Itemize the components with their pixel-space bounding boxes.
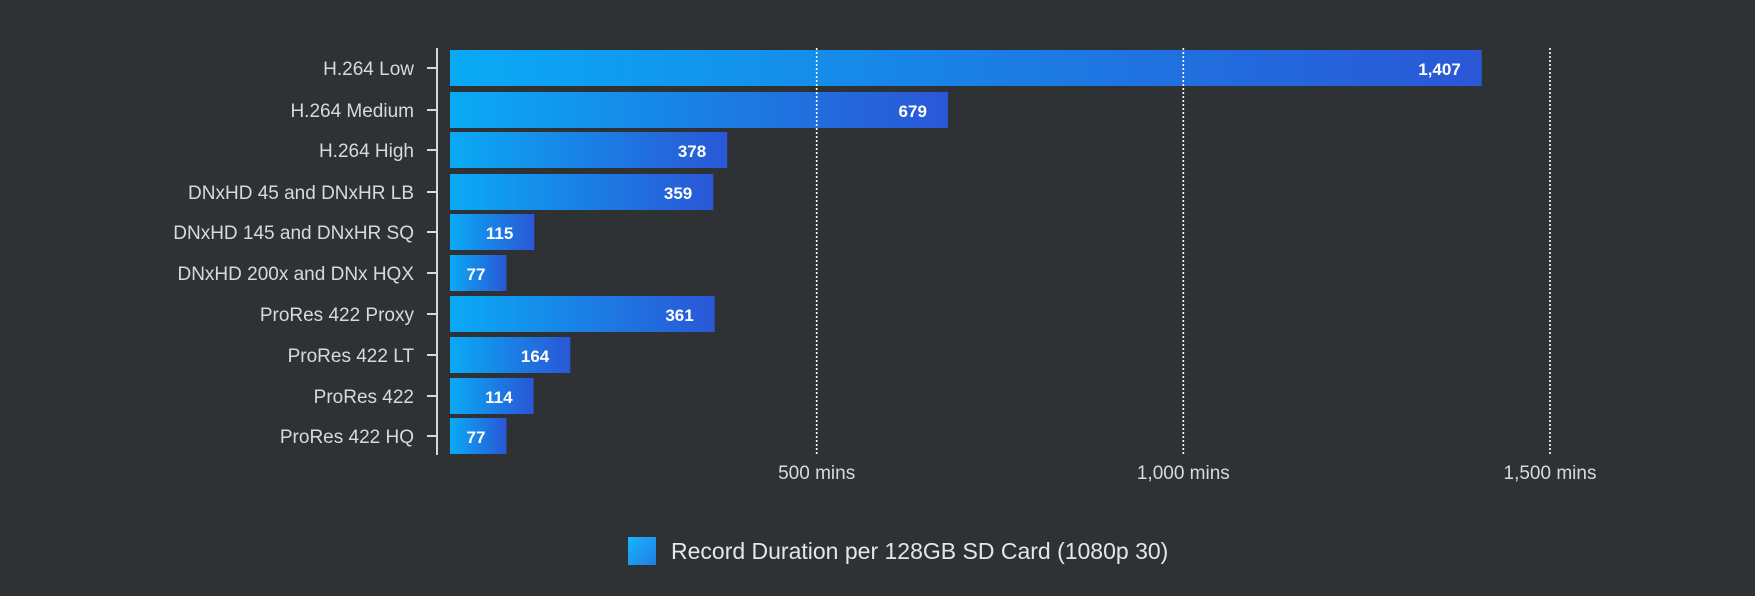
bar-value-label: 1,407 — [1418, 60, 1461, 79]
bar-value-label: 114 — [485, 388, 513, 407]
bar — [450, 418, 507, 454]
x-tick-label: 1,000 mins — [1137, 463, 1230, 484]
legend-label: Record Duration per 128GB SD Card (1080p… — [671, 538, 1168, 564]
category-label: ProRes 422 LT — [288, 346, 415, 367]
category-label: H.264 Low — [323, 59, 414, 80]
bar — [450, 50, 1482, 86]
category-label: DNxHD 45 and DNxHR LB — [188, 183, 414, 204]
category-label: H.264 Medium — [290, 101, 414, 122]
bar — [450, 174, 714, 210]
bar-value-label: 361 — [665, 306, 693, 325]
bars — [450, 50, 1482, 454]
legend-swatch — [628, 537, 656, 565]
category-label: H.264 High — [319, 141, 414, 162]
x-tick-label: 500 mins — [778, 463, 855, 484]
legend: Record Duration per 128GB SD Card (1080p… — [628, 537, 1168, 565]
bar-value-label: 77 — [467, 265, 486, 284]
x-tick-label: 1,500 mins — [1504, 463, 1597, 484]
value-labels: 1,407 679 378 359 115 77 361 164 114 77 — [467, 60, 1461, 447]
category-label: ProRes 422 HQ — [280, 427, 414, 448]
x-tick-labels: 500 mins 1,000 mins 1,500 mins — [778, 463, 1596, 484]
bar — [450, 92, 948, 128]
category-label: DNxHD 145 and DNxHR SQ — [173, 223, 414, 244]
bar-value-label: 679 — [899, 102, 927, 121]
bar — [450, 132, 728, 168]
bar — [450, 296, 715, 332]
category-label: ProRes 422 — [314, 387, 414, 408]
category-labels: H.264 Low H.264 Medium H.264 High DNxHD 45 … — [173, 59, 414, 448]
bar-value-label: 164 — [521, 347, 550, 366]
bar-value-label: 115 — [486, 224, 513, 243]
bar — [450, 378, 534, 414]
bar — [450, 337, 571, 373]
bar-value-label: 359 — [664, 184, 692, 203]
bar-value-label: 77 — [467, 428, 486, 447]
category-label: DNxHD 200x and DNx HQX — [177, 264, 414, 285]
category-label: ProRes 422 Proxy — [260, 305, 415, 326]
bar-value-label: 378 — [678, 142, 706, 161]
bar — [450, 214, 535, 250]
bar — [450, 255, 507, 291]
y-axis — [427, 48, 438, 455]
